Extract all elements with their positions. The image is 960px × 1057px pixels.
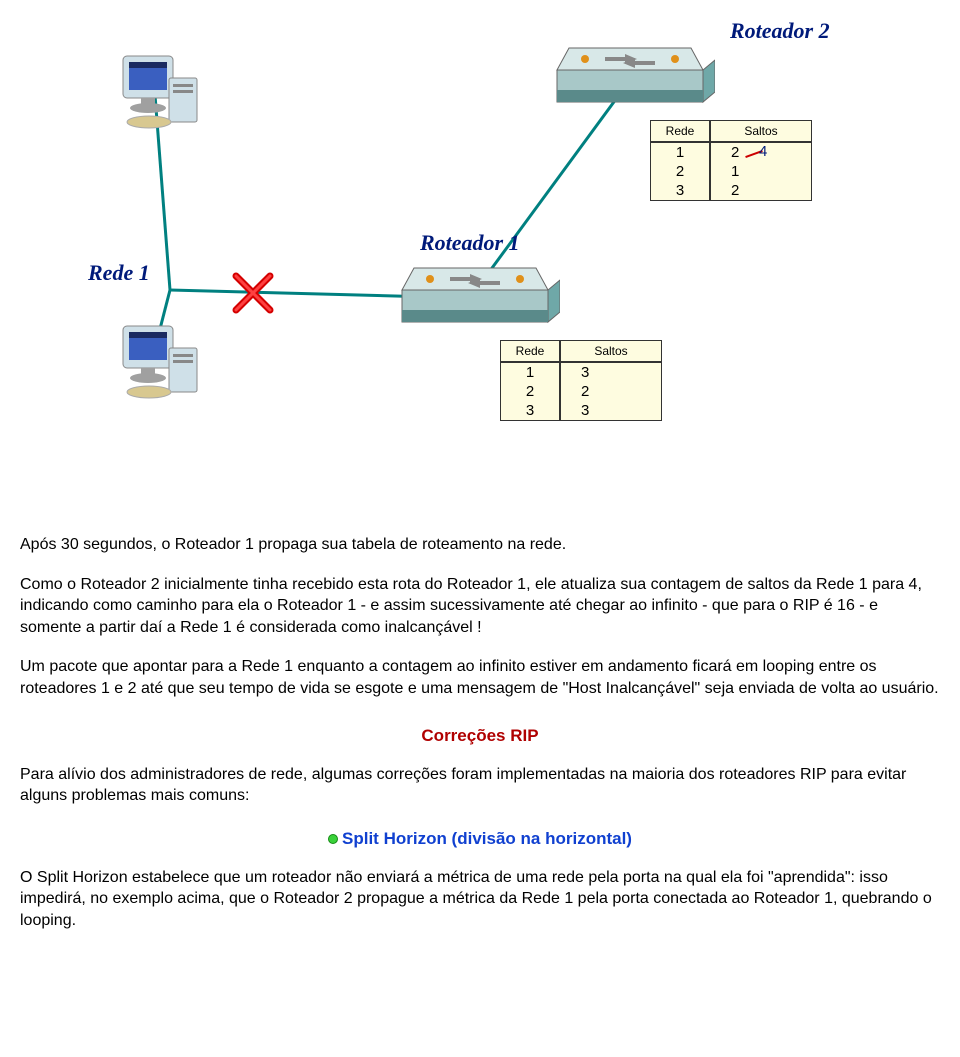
heading-split-horizon-text: Split Horizon (divisão na horizontal) xyxy=(342,829,632,848)
label-router-1: Roteador 1 xyxy=(420,230,520,256)
broken-link-x-icon xyxy=(232,272,274,319)
network-diagram: Roteador 2 Roteador 1 Rede 1 RedeSaltos1242… xyxy=(20,10,940,510)
heading-correcoes: Correções RIP xyxy=(20,726,940,746)
label-router-2: Roteador 2 xyxy=(730,18,830,44)
label-rede-1: Rede 1 xyxy=(88,260,150,286)
routing-table-router-2: RedeSaltos1242132 xyxy=(650,120,812,201)
article-body: Após 30 segundos, o Roteador 1 propaga s… xyxy=(20,534,940,932)
router-2 xyxy=(545,40,715,110)
router-1 xyxy=(390,260,560,330)
paragraph-4: Para alívio dos administradores de rede,… xyxy=(20,764,940,807)
pc-top xyxy=(115,50,205,130)
pc-bottom xyxy=(115,320,205,400)
paragraph-3: Um pacote que apontar para a Rede 1 enqu… xyxy=(20,656,940,699)
bullet-icon xyxy=(328,834,338,844)
paragraph-5: O Split Horizon estabelece que um rotead… xyxy=(20,867,940,932)
routing-table-router-1: RedeSaltos132233 xyxy=(500,340,662,421)
heading-split-horizon: Split Horizon (divisão na horizontal) xyxy=(20,829,940,849)
paragraph-2: Como o Roteador 2 inicialmente tinha rec… xyxy=(20,574,940,639)
paragraph-1: Após 30 segundos, o Roteador 1 propaga s… xyxy=(20,534,940,556)
